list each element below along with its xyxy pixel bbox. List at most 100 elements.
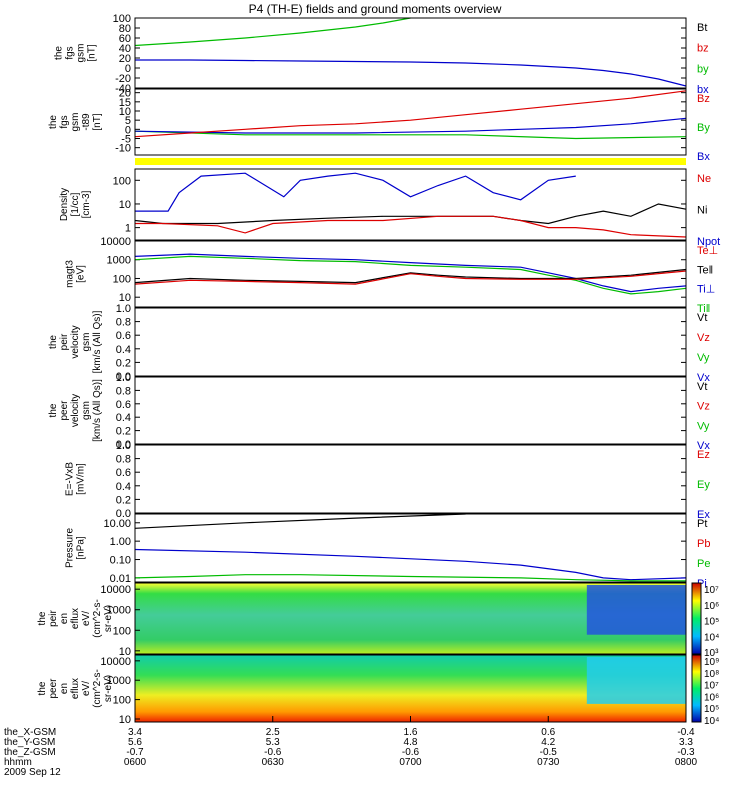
colorbar-tick-label: 10⁴ bbox=[704, 716, 719, 727]
y-tick-label: 0.4 bbox=[116, 344, 131, 356]
series-line-1 bbox=[135, 172, 576, 212]
x-tick-label: -0.6 bbox=[264, 747, 282, 758]
y-tick-label: 0.4 bbox=[116, 412, 131, 424]
legend-entry: Pt bbox=[697, 518, 707, 530]
legend-entry: Pb bbox=[697, 538, 710, 550]
y-axis-label: -t89 bbox=[81, 113, 92, 131]
colorbar bbox=[691, 582, 702, 655]
y-tick-label: 100 bbox=[113, 273, 131, 285]
series-line-3 bbox=[134, 574, 686, 582]
y-axis-label: [nPa] bbox=[76, 536, 87, 560]
legend-entry: Bt bbox=[697, 22, 707, 34]
panel-frame bbox=[134, 17, 687, 89]
y-tick-label: 5 bbox=[125, 115, 131, 127]
x-tick-label: 0630 bbox=[262, 757, 285, 768]
y-tick-label: 0.6 bbox=[116, 467, 131, 479]
x-tick-label: 5.3 bbox=[266, 737, 280, 748]
panel-1 bbox=[134, 17, 687, 89]
y-tick-label: 0.0 bbox=[116, 508, 131, 520]
x-tick-label: 1.6 bbox=[404, 727, 418, 738]
legend-entry: Ex bbox=[697, 509, 710, 521]
y-axis-label: (cm^2-s- bbox=[92, 669, 103, 708]
legend-entry: Vz bbox=[697, 401, 710, 413]
panel-10 bbox=[134, 654, 702, 723]
y-axis-label: peer bbox=[59, 400, 70, 421]
y-tick-label: 1000 bbox=[107, 605, 131, 617]
x-tick-label: -0.5 bbox=[540, 747, 558, 758]
y-tick-label: 1.0 bbox=[116, 372, 131, 384]
panel-3 bbox=[134, 168, 687, 241]
colorbar-tick-label: 10³ bbox=[704, 648, 719, 659]
y-axis-label: gsm bbox=[70, 113, 81, 132]
y-axis-label: [1/cc] bbox=[70, 192, 81, 216]
y-tick-label: 100 bbox=[113, 175, 131, 187]
legend-entry: Te⊥ bbox=[697, 245, 718, 257]
y-tick-label: 100 bbox=[113, 695, 131, 707]
y-axis-label: [nT] bbox=[87, 44, 98, 61]
y-tick-label: 0.01 bbox=[110, 573, 131, 585]
y-tick-label: 10000 bbox=[100, 236, 131, 248]
legend-entry: Pi bbox=[697, 578, 707, 590]
legend-entry: Ey bbox=[697, 479, 710, 491]
y-tick-label: 0 bbox=[125, 63, 131, 75]
colorbar-tick-label: 10⁷ bbox=[704, 681, 719, 692]
panel-frame bbox=[134, 240, 687, 308]
y-axis-label: eV/ bbox=[81, 611, 92, 626]
y-axis-label: peir bbox=[59, 333, 70, 350]
y-tick-label: 20 bbox=[119, 53, 131, 65]
series-line-1 bbox=[134, 513, 466, 529]
y-axis-label: eV/ bbox=[81, 681, 92, 696]
colorbar-tick-label: 10⁸ bbox=[704, 669, 719, 680]
legend-entry: Vx bbox=[697, 440, 710, 452]
legend-entry: Ez bbox=[697, 449, 710, 461]
y-tick-label: -10 bbox=[115, 143, 131, 155]
y-tick-label: 0.2 bbox=[116, 357, 131, 369]
panel-9 bbox=[134, 582, 702, 655]
y-axis-label: peir bbox=[48, 609, 59, 626]
series-line-1 bbox=[134, 253, 687, 293]
legend-entry: Vt bbox=[697, 312, 707, 324]
legend-entry: Npot bbox=[697, 236, 720, 248]
y-axis-label: the bbox=[37, 681, 48, 695]
y-tick-label: 15 bbox=[119, 97, 131, 109]
series-line-2 bbox=[135, 59, 687, 87]
series-line-4 bbox=[134, 270, 687, 285]
colorbar-tick-label: 10⁵ bbox=[704, 617, 719, 628]
x-tick-label: 3.4 bbox=[128, 727, 142, 738]
y-tick-label: 10000 bbox=[100, 656, 131, 668]
x-axis-row-label: the_X-GSM bbox=[4, 727, 56, 738]
y-axis-label: en bbox=[59, 683, 70, 694]
y-tick-label: 0.0 bbox=[116, 439, 131, 451]
y-axis-label: [eV] bbox=[76, 265, 87, 283]
legend-entry: Vt bbox=[697, 381, 707, 393]
y-axis-label: velocity bbox=[70, 394, 81, 427]
x-axis-row-label: hhmm bbox=[4, 757, 32, 768]
spectrogram-lowflux-region bbox=[586, 585, 686, 635]
legend-entry: Pe bbox=[697, 558, 710, 570]
legend-entry: By bbox=[697, 122, 710, 134]
y-tick-label: 10 bbox=[119, 199, 131, 211]
legend-entry: Ne bbox=[697, 173, 711, 185]
y-tick-label: 1000 bbox=[107, 675, 131, 687]
panel-2 bbox=[134, 88, 687, 156]
y-axis-label: sr-eV) bbox=[103, 605, 114, 632]
y-tick-label: 1.00 bbox=[110, 536, 131, 548]
y-axis-label: peer bbox=[48, 678, 59, 699]
panel-frame bbox=[134, 582, 687, 655]
y-axis-label: gsm bbox=[76, 44, 87, 63]
panel-7 bbox=[134, 444, 687, 514]
x-tick-label: 3.3 bbox=[679, 737, 693, 748]
panel-frame bbox=[134, 88, 687, 156]
y-tick-label: 0.0 bbox=[116, 371, 131, 383]
y-axis-label: fgs bbox=[59, 115, 70, 128]
legend-entry: Te‖ bbox=[697, 264, 713, 276]
y-tick-label: 10.00 bbox=[103, 518, 131, 530]
colorbar bbox=[691, 654, 702, 723]
series-line-1 bbox=[134, 130, 687, 140]
panel-6 bbox=[134, 376, 687, 445]
panel-frame bbox=[134, 168, 687, 241]
colorbar-tick-label: 10⁴ bbox=[704, 632, 719, 643]
colorbar-tick-label: 10⁷ bbox=[704, 585, 719, 596]
series-line-3 bbox=[134, 90, 687, 138]
